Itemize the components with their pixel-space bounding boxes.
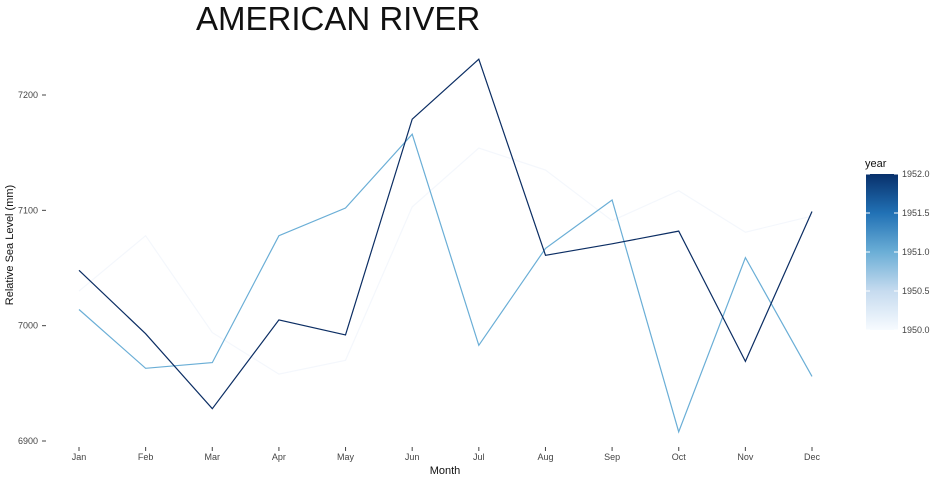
chart-title: AMERICAN RIVER [196,0,481,37]
legend-tick-label: 1951.5 [902,208,930,218]
x-tick-label: Oct [672,452,687,462]
series-line-1952 [78,58,813,410]
series-line-1951 [78,133,813,434]
series-line-1950 [78,147,813,375]
y-tick-label: 7100 [18,205,38,215]
x-tick-label: Mar [205,452,221,462]
legend-tick-label: 1952.0 [902,169,930,179]
x-axis: Jan Feb Mar Apr May Jun Jul Aug Sep Oct Nov Dec [72,447,821,462]
legend-tick-label: 1950.5 [902,286,930,296]
x-tick-label: May [337,452,355,462]
x-tick-label: Jun [405,452,420,462]
x-tick-label: Jul [473,452,485,462]
y-axis-title: Relative Sea Level (mm) [4,185,16,305]
x-tick-label: Aug [537,452,553,462]
y-tick-label: 7000 [18,321,38,331]
x-axis-title: Month [430,465,461,477]
y-tick-label: 6900 [18,436,38,446]
legend-title: year [865,158,887,170]
series-lines [78,58,813,434]
x-tick-label: Jan [72,452,87,462]
x-tick-label: Sep [604,452,620,462]
x-tick-label: Nov [737,452,754,462]
x-tick-label: Dec [804,452,821,462]
legend-tick-label: 1951.0 [902,247,930,257]
y-tick-label: 7200 [18,90,38,100]
legend-tick-label: 1950.0 [902,325,930,335]
x-tick-label: Feb [138,452,154,462]
legend-colorbar [866,174,898,330]
x-tick-label: Apr [272,452,286,462]
y-axis: 6900 7000 7100 7200 [18,90,46,446]
color-legend: year 1950.0 1950.5 1951.0 1951.5 1952.0 [865,158,930,335]
